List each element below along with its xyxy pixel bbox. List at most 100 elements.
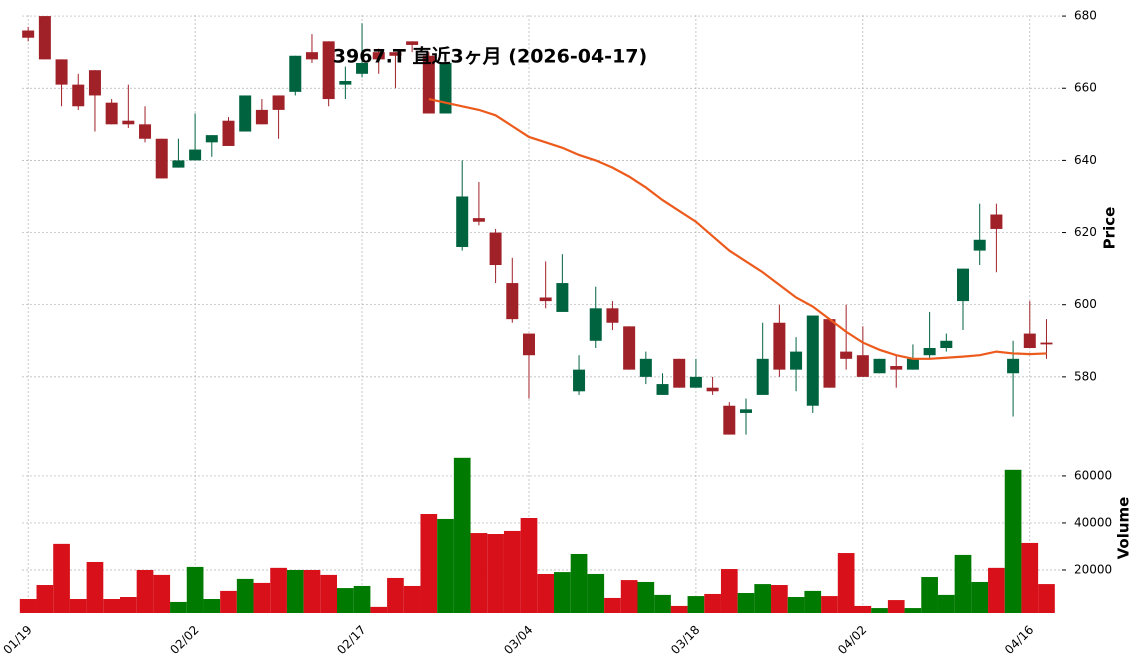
candle-body bbox=[556, 283, 569, 312]
candle-body bbox=[239, 95, 252, 132]
volume-bar bbox=[620, 580, 638, 613]
candle-body bbox=[1007, 358, 1020, 374]
volume-bar bbox=[954, 554, 972, 613]
candle-body bbox=[906, 358, 919, 370]
y-tick-label: 40000 bbox=[1074, 515, 1112, 529]
candle-body bbox=[723, 405, 736, 435]
candle-body bbox=[72, 84, 85, 107]
x-tick-label: 03/04 bbox=[501, 623, 535, 657]
candle-body bbox=[155, 138, 168, 179]
volume-bar bbox=[503, 530, 521, 613]
volume-bar bbox=[86, 561, 104, 613]
volume-bar bbox=[403, 585, 421, 613]
candle-body bbox=[255, 109, 268, 125]
volume-bar bbox=[1004, 469, 1022, 613]
candle-body bbox=[105, 102, 118, 125]
y-tick-label: 620 bbox=[1074, 225, 1097, 239]
candle-body bbox=[489, 232, 502, 266]
volume-bar bbox=[370, 606, 388, 613]
volume-bar bbox=[119, 597, 137, 613]
candle-body bbox=[305, 52, 318, 60]
candle-body bbox=[1040, 342, 1053, 345]
candle-body bbox=[22, 30, 35, 38]
volume-bar bbox=[537, 573, 555, 613]
candle-body bbox=[506, 283, 519, 320]
y-tick-label: 60000 bbox=[1074, 468, 1112, 482]
candle-body bbox=[873, 358, 886, 374]
volume-bar bbox=[604, 597, 621, 613]
volume-bar bbox=[988, 567, 1005, 613]
candle-body bbox=[706, 387, 719, 392]
candle-body bbox=[689, 376, 702, 388]
candle-body bbox=[656, 384, 669, 395]
volume-bar bbox=[236, 578, 254, 613]
volume-bar bbox=[704, 593, 721, 613]
y-axis-label: Price bbox=[1101, 207, 1119, 250]
volume-bar bbox=[136, 569, 154, 613]
plot: 580 600 620 640 660 680 20000 40000 60000 01/19 02… bbox=[0, 9, 1112, 657]
y-tick-label: 600 bbox=[1074, 297, 1097, 311]
candle-body bbox=[356, 62, 369, 74]
volume-bar bbox=[737, 593, 755, 613]
candle-body bbox=[539, 297, 552, 302]
chart-title: 3967.T 直近3ヶ月 (2026-04-17) bbox=[333, 45, 647, 68]
volume-bar bbox=[687, 596, 705, 613]
candle-body bbox=[990, 214, 1003, 229]
candle-body bbox=[840, 351, 853, 359]
volume-bar bbox=[303, 569, 321, 613]
price-frame bbox=[22, 15, 1062, 440]
candle-body bbox=[88, 70, 101, 96]
candle-body bbox=[389, 52, 402, 56]
candle-body bbox=[439, 62, 452, 114]
candle-body bbox=[756, 358, 769, 395]
volume-bar bbox=[570, 553, 588, 613]
volume-bar bbox=[871, 608, 888, 613]
volume-bar bbox=[670, 605, 688, 613]
candle-body bbox=[172, 160, 185, 168]
volume-bar bbox=[837, 553, 855, 613]
volume-axis-label: Volume bbox=[1115, 497, 1133, 560]
candle-body bbox=[890, 366, 903, 370]
candle-body bbox=[573, 369, 586, 392]
volume-bar bbox=[804, 590, 822, 613]
candle-body bbox=[38, 16, 51, 60]
candle-body bbox=[606, 308, 619, 323]
candle-body bbox=[773, 322, 786, 370]
candle-body bbox=[339, 81, 352, 85]
candle-body bbox=[940, 340, 953, 349]
volume-bar bbox=[771, 585, 788, 613]
candle-body bbox=[923, 348, 936, 356]
y-tick-label: 660 bbox=[1074, 81, 1097, 95]
volume-bar bbox=[36, 585, 54, 613]
y-tick-label: 680 bbox=[1074, 9, 1097, 23]
volume-bar bbox=[887, 600, 905, 613]
volume-bar bbox=[587, 573, 605, 613]
volume-bar bbox=[921, 577, 938, 613]
moving-average bbox=[428, 97, 1047, 360]
candle-body bbox=[139, 124, 152, 139]
volume-bar bbox=[971, 581, 989, 613]
volume-bar bbox=[420, 514, 438, 613]
volume-bar bbox=[220, 590, 237, 613]
candle-body bbox=[790, 351, 803, 370]
candle-body bbox=[472, 218, 485, 222]
volume-bar bbox=[453, 457, 471, 613]
candle-body bbox=[522, 333, 535, 356]
volume-bar bbox=[337, 588, 354, 613]
candle-body bbox=[673, 358, 686, 388]
candle-body bbox=[1023, 333, 1036, 349]
volume-bar bbox=[437, 518, 454, 613]
candle-body bbox=[739, 409, 752, 413]
volume-bar bbox=[103, 598, 120, 613]
volume-bar bbox=[320, 574, 338, 613]
candle-body bbox=[623, 326, 636, 370]
y-tick-label: 580 bbox=[1074, 369, 1097, 383]
volume-bar bbox=[470, 533, 488, 613]
volume-bar bbox=[19, 598, 37, 613]
volume-bar bbox=[387, 577, 404, 613]
volume-bar bbox=[821, 596, 838, 613]
volume-bar bbox=[1038, 584, 1055, 613]
volume-bar bbox=[637, 581, 655, 613]
x-tick-label: 03/18 bbox=[668, 623, 702, 657]
